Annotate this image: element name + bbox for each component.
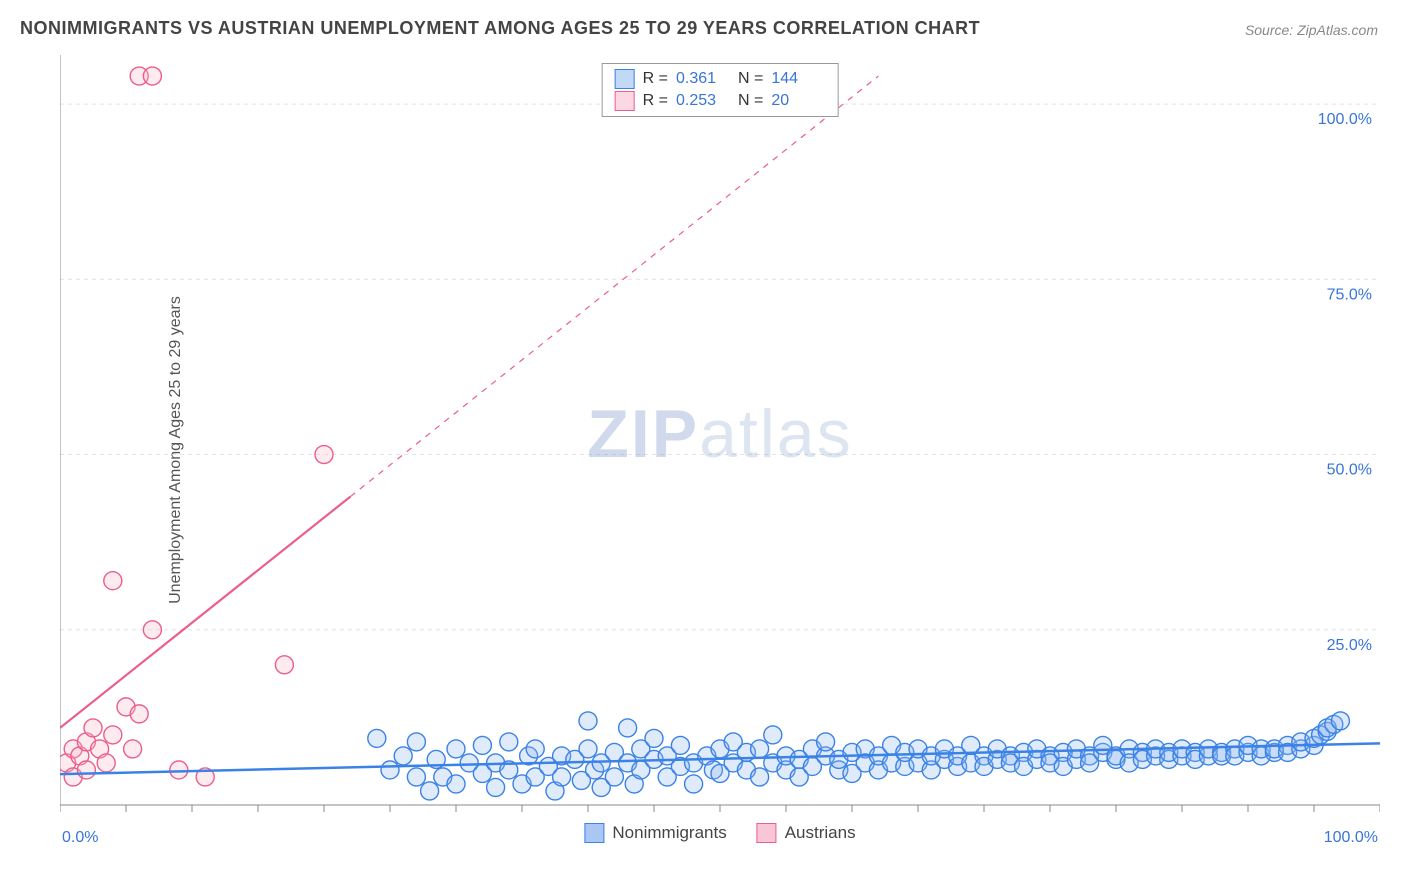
x-tick-right: 100.0% xyxy=(1324,829,1378,847)
svg-text:75.0%: 75.0% xyxy=(1327,286,1372,303)
swatch-icon xyxy=(757,823,777,843)
n-value: 20 xyxy=(771,92,825,110)
source-attribution: Source: ZipAtlas.com xyxy=(1245,22,1378,38)
svg-text:50.0%: 50.0% xyxy=(1327,462,1372,479)
n-value: 144 xyxy=(771,70,825,88)
chart-title: NONIMMIGRANTS VS AUSTRIAN UNEMPLOYMENT A… xyxy=(20,18,980,39)
legend-label: Austrians xyxy=(785,823,856,843)
swatch-icon xyxy=(584,823,604,843)
legend-row-austrians: R = 0.253 N = 20 xyxy=(615,90,826,112)
series-legend: Nonimmigrants Austrians xyxy=(584,823,855,843)
correlation-legend: R = 0.361 N = 144 R = 0.253 N = 20 xyxy=(602,63,839,117)
x-tick-left: 0.0% xyxy=(62,829,98,847)
scatter-plot-svg: 25.0% 50.0% 75.0% 100.0% xyxy=(60,55,1380,845)
svg-text:25.0%: 25.0% xyxy=(1327,637,1372,654)
svg-text:100.0%: 100.0% xyxy=(1318,111,1372,128)
legend-item-nonimmigrants: Nonimmigrants xyxy=(584,823,726,843)
swatch-icon xyxy=(615,69,635,89)
r-value: 0.253 xyxy=(676,92,730,110)
swatch-icon xyxy=(615,91,635,111)
plot-area: 25.0%50.0%75.0%100.0% ZIPatlas R = 0.361… xyxy=(60,55,1380,845)
legend-item-austrians: Austrians xyxy=(757,823,856,843)
r-value: 0.361 xyxy=(676,70,730,88)
legend-label: Nonimmigrants xyxy=(612,823,726,843)
chart-container: Unemployment Among Ages 25 to 29 years 2… xyxy=(50,55,1380,845)
legend-row-nonimmigrants: R = 0.361 N = 144 xyxy=(615,68,826,90)
